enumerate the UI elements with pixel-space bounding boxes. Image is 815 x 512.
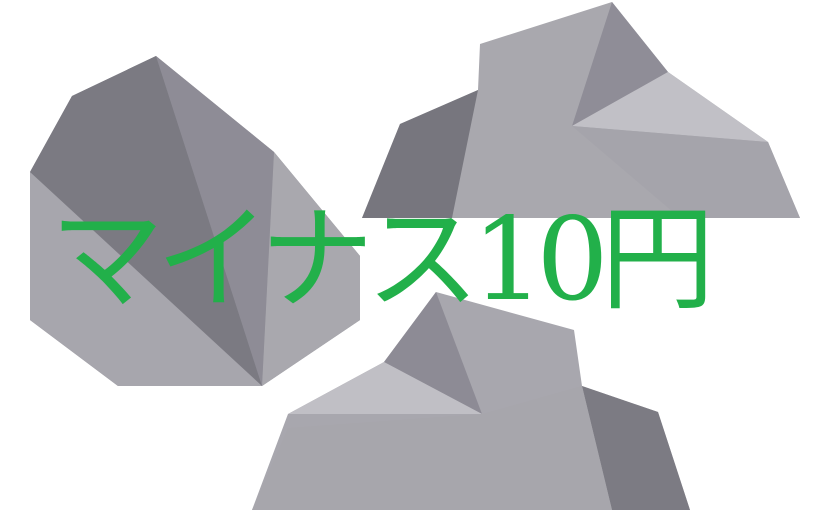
rock-right bbox=[362, 2, 800, 218]
caption-text: マイナス10円 bbox=[50, 193, 715, 326]
rock-bottom-front-face bbox=[252, 386, 612, 510]
rock-left-right-face bbox=[262, 152, 360, 386]
rock-bottom bbox=[252, 292, 690, 510]
rock-right-light-face bbox=[572, 72, 768, 142]
rock-right-lower-face bbox=[572, 126, 800, 218]
rock-left-light-face bbox=[30, 172, 262, 386]
rock-right-dark-face bbox=[362, 90, 478, 218]
rock-left-mid-face bbox=[156, 56, 274, 386]
rock-left bbox=[30, 56, 360, 386]
rock-bottom-light-face bbox=[288, 362, 482, 414]
rock-bottom-top-face bbox=[384, 292, 482, 414]
rock-left-dark-face bbox=[30, 56, 262, 386]
rock-bottom-dark-face bbox=[582, 386, 690, 510]
rock-right-top-face bbox=[572, 2, 668, 126]
